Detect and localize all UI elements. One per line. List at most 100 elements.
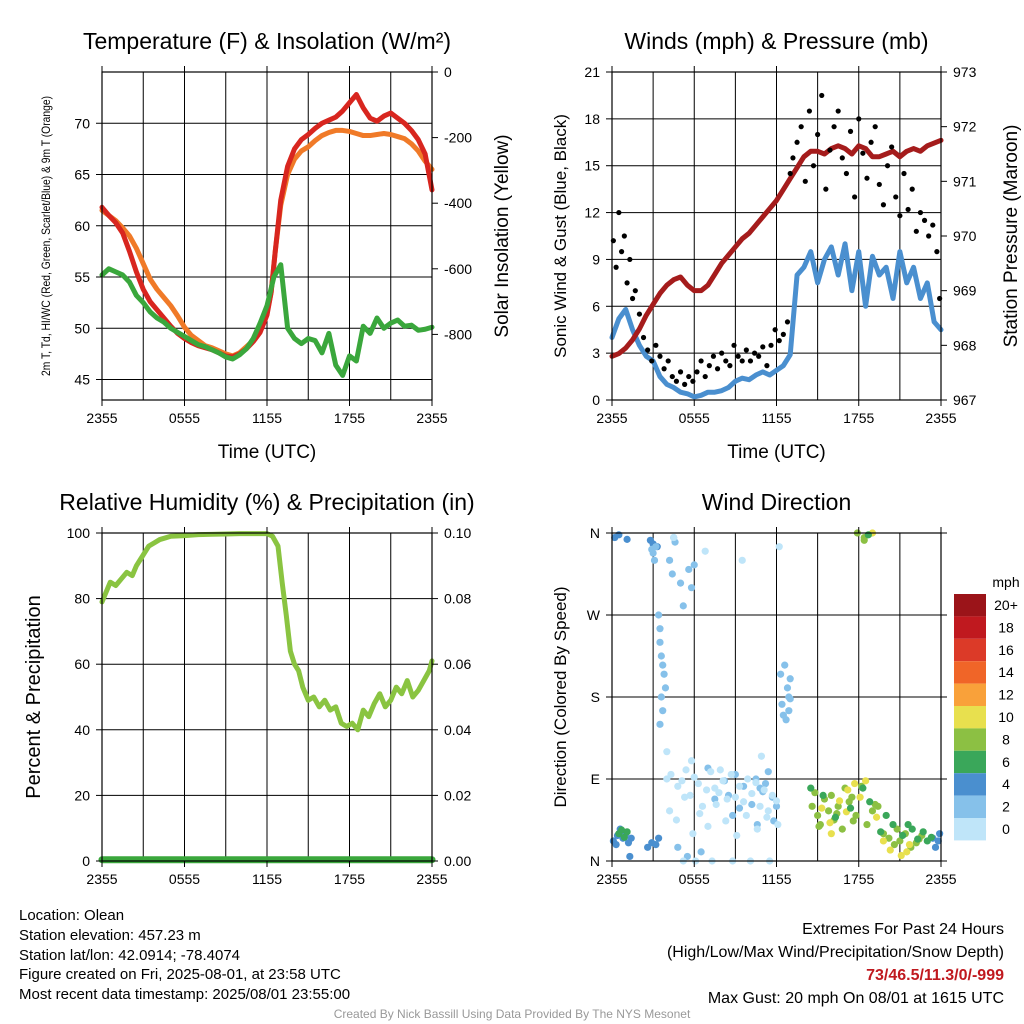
gust-point	[810, 163, 817, 169]
y-tick-label: 60	[74, 656, 90, 672]
y-tick-label: 21	[584, 64, 600, 80]
y-tick-label: 70	[74, 115, 90, 131]
gust-point	[735, 353, 741, 359]
gust-point	[649, 358, 655, 364]
direction-point	[856, 793, 864, 801]
gust-point	[706, 363, 712, 369]
gust-point	[868, 139, 874, 145]
direction-point	[655, 611, 663, 619]
direction-point	[744, 775, 752, 783]
legend-title: mph	[992, 574, 1019, 590]
direction-point	[723, 795, 731, 803]
gust-point	[921, 217, 928, 223]
gust-point	[905, 206, 911, 213]
y-tick-label: 0	[592, 392, 600, 408]
direction-point	[774, 820, 782, 829]
gust-point	[802, 178, 808, 184]
direction-point	[763, 813, 771, 821]
direction-point	[676, 579, 685, 587]
direction-point	[827, 830, 835, 838]
y2-tick-label: 0.08	[444, 591, 471, 607]
gust-point	[629, 295, 636, 302]
gust-point	[723, 358, 729, 364]
direction-point	[756, 802, 764, 810]
gust-point	[751, 350, 758, 356]
legend-swatch	[954, 638, 986, 662]
y2-tick-label: 0.04	[444, 722, 471, 738]
gust-point	[780, 331, 786, 337]
direction-point	[656, 625, 664, 633]
direction-point	[882, 811, 890, 820]
direction-point	[827, 791, 835, 800]
direction-point	[672, 816, 681, 824]
legend-label: 18	[998, 619, 1014, 635]
direction-point	[660, 670, 668, 678]
direction-point	[738, 556, 746, 564]
x-tick-label: 0555	[169, 410, 200, 426]
direction-point	[760, 786, 768, 794]
gust-point	[739, 358, 745, 364]
y2-tick-label: 0.10	[444, 525, 471, 541]
direction-point	[685, 565, 693, 574]
gust-point	[815, 131, 821, 138]
gust-point	[677, 369, 684, 375]
direction-point	[899, 831, 907, 840]
station-info: Location: Olean Station elevation: 457.2…	[19, 906, 350, 1005]
gust-point	[682, 381, 688, 387]
direction-point	[667, 770, 675, 779]
gust-point	[661, 366, 667, 372]
direction-point	[831, 813, 840, 821]
direction-point	[623, 828, 631, 836]
gust-point	[632, 288, 638, 294]
gust-point	[823, 186, 829, 192]
gust-point	[835, 108, 841, 114]
direction-point	[897, 851, 905, 860]
legend-label: 0	[1002, 821, 1010, 837]
gust-point	[756, 353, 762, 359]
direction-point	[866, 798, 874, 806]
gust-point	[897, 213, 903, 219]
direction-point	[612, 841, 620, 849]
y-tick-label: 45	[74, 372, 90, 388]
legend-swatch	[954, 750, 986, 774]
direction-point	[896, 837, 904, 845]
y-axis-label: Percent & Precipitation	[23, 595, 45, 798]
direction-point	[687, 584, 696, 592]
gust-point	[864, 175, 870, 181]
gust-point	[889, 144, 895, 150]
gust-point	[909, 186, 915, 192]
gust-point	[618, 249, 625, 255]
direction-point	[657, 652, 665, 660]
direction-point	[838, 825, 846, 833]
direction-point	[872, 813, 881, 821]
direction-point	[722, 817, 730, 825]
y2-tick-label: 0.00	[444, 853, 471, 869]
x-tick-label: 2355	[86, 410, 117, 426]
direction-point	[663, 748, 671, 756]
y-tick-label: 40	[74, 722, 90, 738]
direction-point	[694, 779, 702, 788]
gust-point	[913, 228, 919, 234]
direction-point	[764, 768, 772, 776]
y-tick-label: 100	[67, 525, 91, 541]
direction-point	[753, 825, 761, 833]
gust-point	[839, 155, 845, 161]
direction-point	[931, 843, 940, 851]
gust-point	[710, 353, 717, 359]
direction-point	[879, 837, 888, 845]
direction-point	[777, 670, 785, 678]
direction-point	[785, 707, 793, 715]
direction-point	[689, 830, 697, 838]
gust-point	[665, 358, 671, 364]
gust-point	[893, 194, 899, 200]
gust-point	[686, 373, 692, 380]
gust-point	[926, 233, 932, 239]
direction-point	[740, 798, 748, 806]
legend-swatch	[954, 795, 986, 818]
y2-tick-label: 0.02	[444, 787, 471, 803]
gust-point	[768, 342, 774, 348]
direction-point	[712, 800, 720, 809]
series-line-1	[609, 137, 944, 359]
gust-point	[860, 150, 866, 156]
